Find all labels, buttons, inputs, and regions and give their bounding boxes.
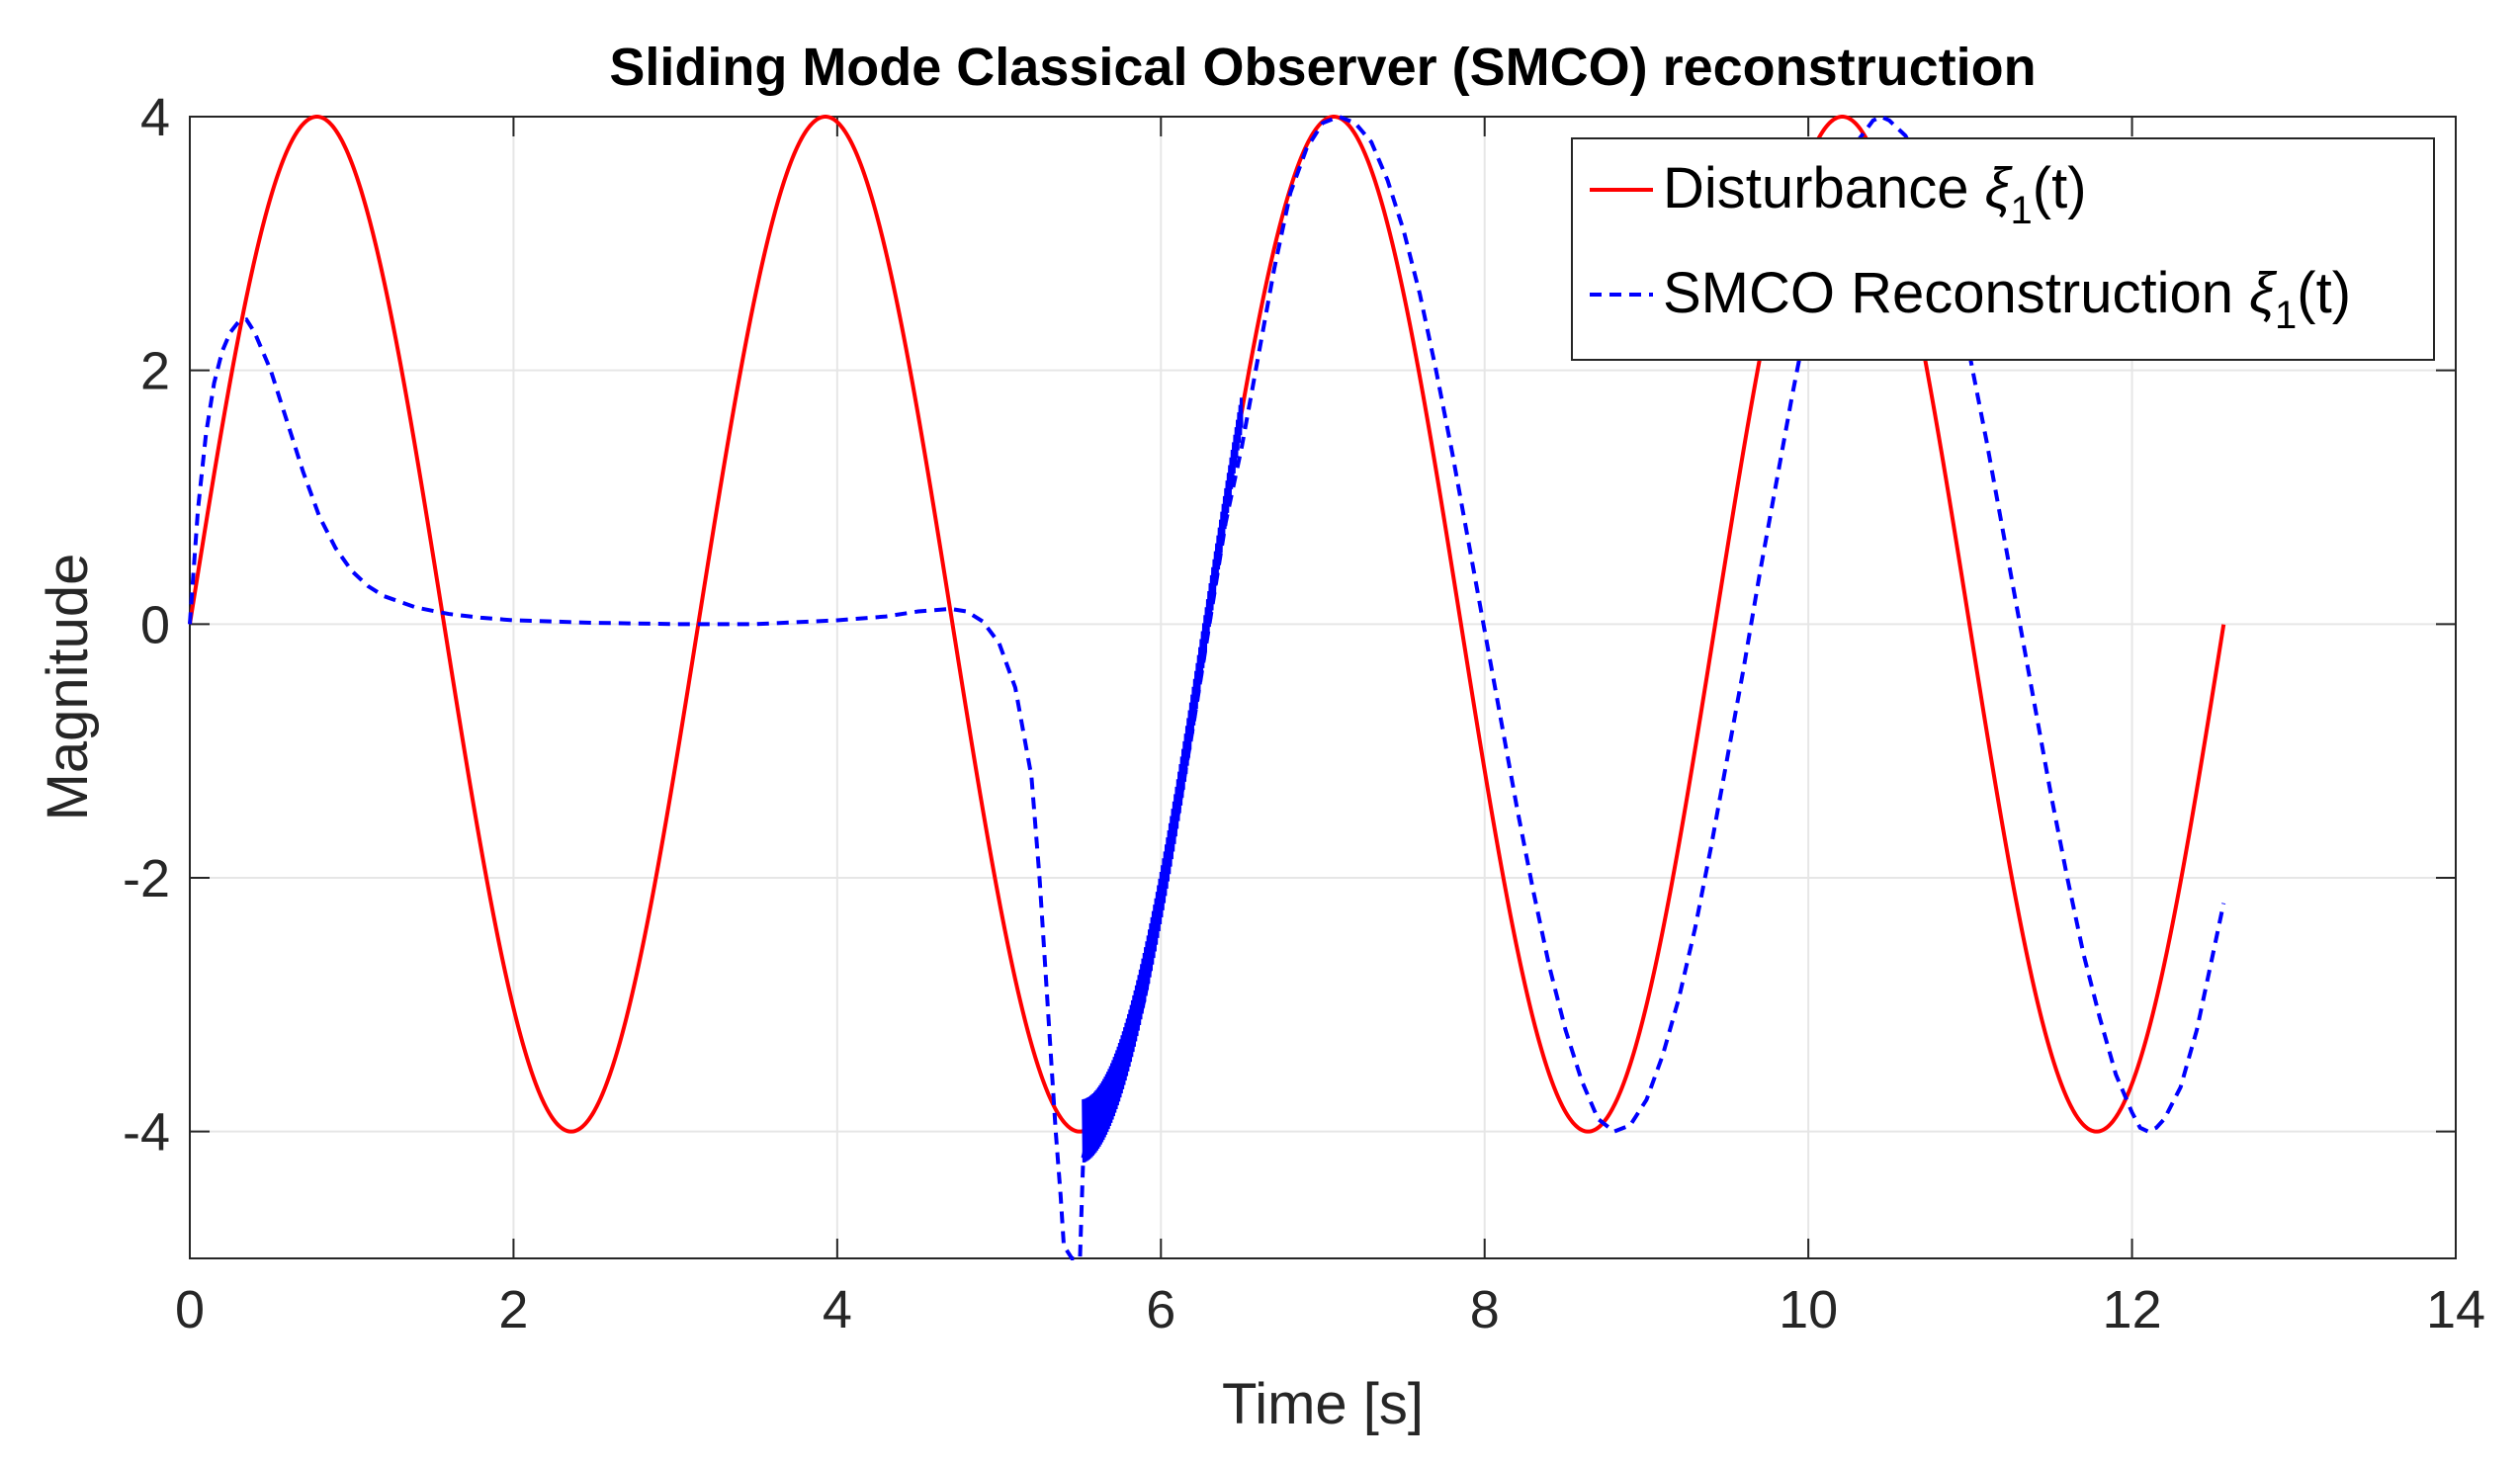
y-axis-label: Magnitude bbox=[36, 554, 100, 821]
y-tick-label: 4 bbox=[140, 88, 170, 147]
legend-box bbox=[1571, 137, 2435, 361]
series-chatter-smco bbox=[1082, 397, 1244, 1163]
plot-frame bbox=[189, 116, 2457, 1259]
y-tick-label: -4 bbox=[123, 1103, 170, 1163]
y-tick-label: 0 bbox=[140, 595, 170, 654]
legend: Disturbance ξ1(t) SMCO Reconstruction ξ1… bbox=[1571, 137, 2435, 361]
series-line-smco bbox=[188, 114, 2226, 1260]
x-tick-label: 6 bbox=[1146, 1280, 1175, 1339]
x-tick-label: 10 bbox=[1779, 1280, 1838, 1339]
x-tick-label: 0 bbox=[175, 1280, 205, 1339]
chart-title: Sliding Mode Classical Observer (SMCO) r… bbox=[609, 38, 2036, 97]
legend-label-disturbance: Disturbance ξ1(t) bbox=[1663, 156, 2087, 232]
y-tick-label: -2 bbox=[123, 849, 170, 908]
y-tick-label: 2 bbox=[140, 342, 170, 401]
x-tick-label: 4 bbox=[823, 1280, 852, 1339]
x-tick-label: 12 bbox=[2103, 1280, 2162, 1339]
x-tick-label: 8 bbox=[1470, 1280, 1500, 1339]
x-axis-label: Time [s] bbox=[1222, 1372, 1424, 1436]
x-tick-label: 2 bbox=[498, 1280, 528, 1339]
legend-label-smco: SMCO Reconstruction ξ1(t) bbox=[1663, 261, 2351, 337]
x-tick-label: 14 bbox=[2426, 1280, 2485, 1339]
ticks: 0 2 4 6 8 10 12 14 -4 -2 0 2 4 bbox=[123, 88, 2485, 1339]
